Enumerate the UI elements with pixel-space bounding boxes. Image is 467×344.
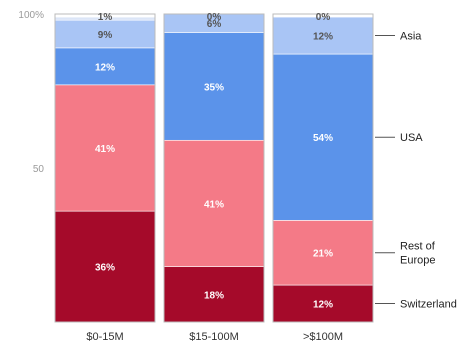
bar-outline (54, 13, 156, 323)
segment-data-label: 12% (313, 32, 333, 43)
segment-data-label: 36% (95, 263, 115, 274)
y-tick-label: 100% (18, 10, 44, 21)
segment-data-label: 41% (204, 199, 224, 210)
segment-data-label: 54% (313, 133, 333, 144)
x-category-label: $15-100M (189, 331, 239, 343)
legend-label: USA (400, 132, 423, 144)
legend-label: Switzerland (400, 299, 457, 311)
segment-data-label: 21% (313, 249, 333, 260)
bar-segment-rest-of-europe (272, 220, 374, 286)
segment-data-label: 9% (98, 30, 113, 41)
segment-data-label: 12% (95, 62, 115, 73)
segment-data-label: 41% (95, 144, 115, 155)
segment-data-label: 18% (204, 290, 224, 301)
bar-segment-switzerland (54, 210, 156, 323)
bar-segment-rest-of-europe (54, 84, 156, 212)
bar-segment-asia (54, 19, 156, 49)
segment-data-label: 35% (204, 82, 224, 93)
bar-segment-rest-of-europe (163, 139, 265, 267)
bar-segment-usa (163, 32, 265, 141)
legend-label: Rest of Europe (400, 241, 436, 267)
bar-outline (272, 13, 374, 323)
segment-data-label: 6% (207, 19, 222, 30)
segment-data-label: 12% (313, 300, 333, 311)
bar-segment-switzerland (272, 284, 374, 323)
y-tick-label: 50 (33, 164, 45, 175)
bar-segment-asia (272, 16, 374, 55)
segment-data-label: 0% (207, 12, 222, 23)
x-category-label: $0-15M (86, 331, 123, 343)
x-category-label: >$100M (303, 331, 343, 343)
bar-outline (163, 13, 265, 323)
segment-data-label: 1% (98, 12, 113, 23)
segment-data-label: 0% (316, 12, 331, 23)
legend-label: Asia (400, 31, 422, 43)
